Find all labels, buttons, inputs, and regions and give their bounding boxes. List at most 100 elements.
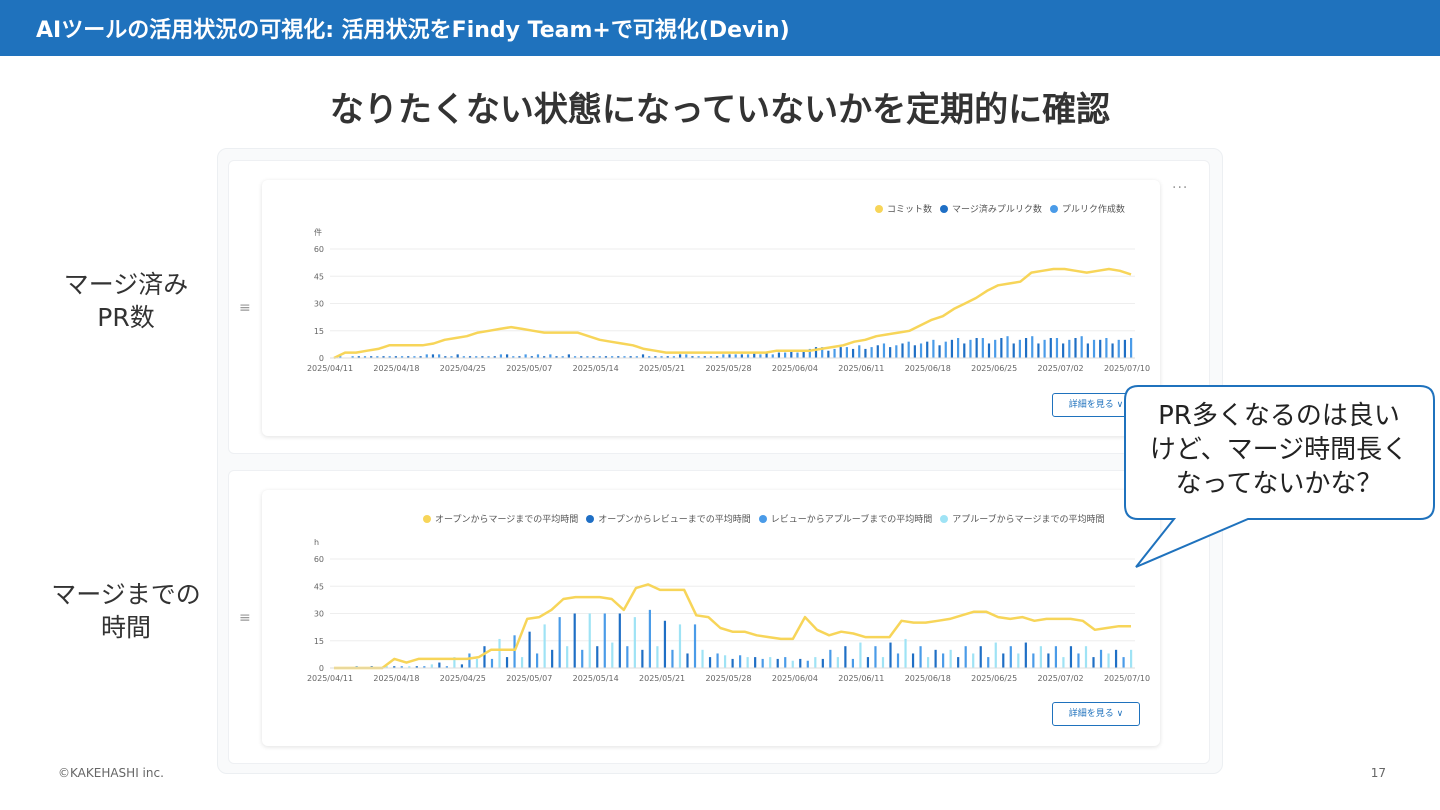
pr-count-x-tick-label: 2025/05/14	[573, 364, 619, 373]
merge-time-bar	[558, 617, 561, 668]
pr-count-bar	[617, 356, 620, 358]
details-button-merge-time[interactable]: 詳細を見る ∨	[1052, 702, 1140, 726]
pr-count-bar	[913, 345, 916, 358]
merge-time-bar	[957, 657, 960, 668]
merge-time-x-tick-label: 2025/05/28	[705, 674, 751, 683]
legend-dot-open-to-merge	[423, 514, 431, 523]
pr-count-bar	[1049, 338, 1052, 358]
merge-time-bar	[400, 666, 403, 668]
merge-time-bar	[408, 666, 411, 668]
pr-count-bar	[1080, 336, 1083, 358]
merge-time-bar	[716, 653, 719, 668]
more-dots-icon[interactable]: ···	[1172, 180, 1189, 196]
merge-time-bar	[633, 617, 636, 668]
merge-time-bar	[385, 666, 388, 668]
legend-item-approve-to-merge[interactable]: アプルーブからマージまでの平均時間	[940, 512, 1105, 525]
pr-count-bar	[580, 356, 583, 358]
merge-time-bar	[776, 658, 779, 668]
legend-item-open-to-review[interactable]: オープンからレビューまでの平均時間	[586, 512, 751, 525]
merge-time-bar	[641, 649, 644, 668]
merge-time-bar	[671, 649, 674, 668]
legend-item-created-pr[interactable]: プルリク作成数	[1049, 202, 1125, 215]
pr-count-bar	[586, 356, 589, 358]
slide-title: AIツールの活用状況の可視化: 活用状況をFindy Team+で可視化(Dev…	[36, 18, 790, 43]
pr-count-y-tick-label: 0	[319, 354, 324, 363]
pr-count-bar	[703, 356, 706, 358]
merge-time-x-tick-label: 2025/05/21	[639, 674, 685, 683]
legend-item-merged-pr[interactable]: マージ済みプルリク数	[940, 202, 1042, 215]
merge-time-bar	[551, 649, 554, 668]
pr-count-bar	[654, 356, 657, 358]
pr-count-bar	[641, 354, 645, 358]
pr-count-bar	[994, 339, 997, 358]
merge-time-bar	[513, 635, 516, 668]
legend-item-review-to-approve[interactable]: レビューからアプルーブまでの平均時間	[758, 512, 932, 525]
pr-count-bar	[1043, 339, 1046, 358]
pr-count-bar	[666, 356, 669, 358]
merge-time-bar	[566, 646, 569, 668]
pr-count-bar	[771, 354, 774, 358]
merge-time-bar	[911, 653, 915, 668]
pr-count-bar	[926, 341, 929, 358]
pr-count-bar	[1031, 336, 1034, 358]
merge-time-bar	[483, 646, 486, 668]
pr-count-bar	[919, 343, 923, 358]
pr-count-bar	[456, 354, 459, 358]
side-label-pr-count-text: マージ済み PR数	[63, 270, 189, 332]
pr-count-bar	[444, 356, 447, 358]
merge-time-bar	[769, 657, 772, 668]
merge-time-bar	[979, 646, 982, 668]
pr-count-bar	[722, 354, 725, 358]
merge-time-bar	[708, 657, 712, 668]
pr-count-bar	[672, 356, 676, 358]
pr-count-bar	[740, 354, 743, 358]
pr-count-chart: 件 0 15 30 45 60 2025/04/11 2025/04/18 2025/04/25…	[307, 227, 1150, 373]
legend-dot-created-pr	[1049, 204, 1058, 213]
pr-count-x-tick-label: 2025/06/25	[971, 364, 1017, 373]
pr-count-bar	[1099, 339, 1102, 358]
hamburger-icon[interactable]: ≡	[239, 300, 251, 316]
pr-count-bar	[339, 356, 342, 358]
pr-count-bar	[450, 356, 453, 358]
merge-time-bar	[799, 658, 802, 668]
legend-label-approve-to-merge: アプルーブからマージまでの平均時間	[952, 515, 1105, 525]
merge-time-bar	[859, 642, 862, 668]
pr-count-x-tick-label: 2025/05/07	[506, 364, 552, 373]
merge-time-bar	[972, 653, 975, 668]
pr-count-bar	[555, 356, 558, 358]
merge-time-bar	[919, 646, 922, 668]
details-button-merge-time-label: 詳細を見る	[1068, 709, 1114, 719]
pr-count-bar	[648, 356, 651, 358]
pr-count-bar	[592, 356, 595, 358]
pr-count-bar	[357, 356, 360, 358]
legend-item-open-to-merge[interactable]: オープンからマージまでの平均時間	[423, 512, 578, 525]
pr-count-bar	[765, 352, 768, 358]
page-number: 17	[1370, 766, 1386, 780]
merge-time-bar	[994, 642, 997, 668]
pr-count-y-tick-label: 45	[314, 272, 324, 281]
merge-time-series-line	[334, 583, 1131, 670]
merge-time-bar	[1130, 649, 1133, 668]
merge-time-bar	[648, 609, 651, 668]
merge-time-bar	[701, 649, 704, 668]
pr-count-bar	[505, 354, 509, 358]
pr-count-bar	[567, 354, 570, 358]
hamburger-icon[interactable]: ≡	[239, 610, 251, 626]
pr-count-bar	[932, 339, 935, 358]
pr-count-unit-label: 件	[314, 227, 322, 237]
merge-time-bar	[1039, 646, 1042, 668]
merge-time-bar	[415, 666, 418, 668]
pr-count-bar	[1117, 339, 1120, 358]
pr-count-bar	[1068, 339, 1071, 358]
pr-count-bar	[536, 354, 540, 358]
merge-time-bar	[393, 666, 396, 668]
merge-time-bar	[1054, 646, 1058, 668]
merge-time-bar	[934, 649, 937, 668]
pr-count-x-tick-label: 2025/04/25	[440, 364, 486, 373]
legend-item-commits[interactable]: コミット数	[875, 202, 932, 215]
merge-time-bar	[663, 620, 667, 668]
legend-label-commits: コミット数	[887, 205, 933, 215]
pr-count-bar	[987, 343, 991, 358]
merge-time-bar	[821, 658, 824, 668]
pr-count-bar	[1055, 338, 1059, 358]
